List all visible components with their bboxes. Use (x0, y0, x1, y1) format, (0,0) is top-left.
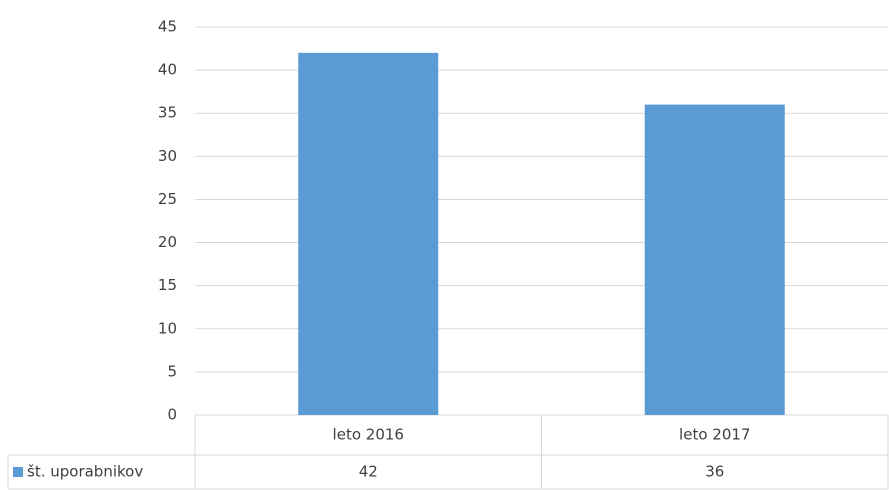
y-tick-label: 40 (158, 61, 177, 79)
table-value: 36 (705, 463, 724, 481)
y-tick-label: 5 (167, 362, 177, 380)
legend-label: št. uporabnikov (27, 463, 143, 481)
y-tick-label: 20 (158, 233, 177, 251)
x-tick-label: leto 2017 (679, 426, 750, 444)
y-tick-label: 0 (167, 406, 177, 424)
y-tick-label: 10 (158, 319, 177, 337)
bar (298, 52, 439, 415)
y-tick-label: 30 (158, 147, 177, 165)
bar (644, 104, 785, 415)
y-tick-label: 45 (158, 18, 177, 36)
y-tick-label: 25 (158, 190, 177, 208)
y-tick-label: 15 (158, 276, 177, 294)
y-tick-label: 35 (158, 104, 177, 122)
table-value: 42 (359, 463, 378, 481)
legend-key (13, 467, 23, 477)
x-tick-label: leto 2016 (333, 426, 404, 444)
